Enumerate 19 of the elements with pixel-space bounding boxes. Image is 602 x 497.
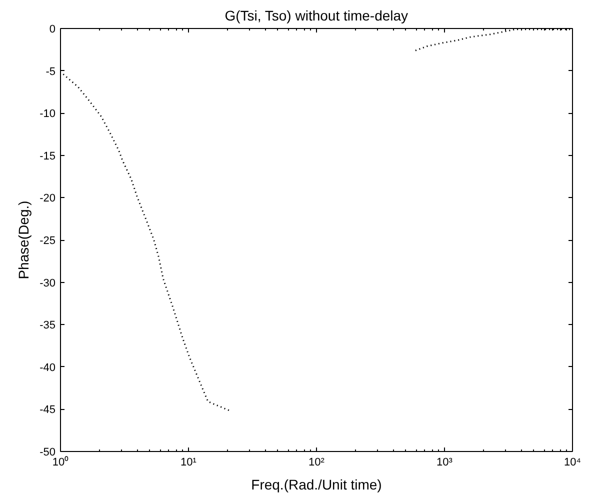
y-tick-label: -10	[40, 108, 56, 120]
x-tick-label: 10¹	[180, 456, 197, 468]
x-axis-title: Freq.(Rad./Unit time)	[251, 476, 382, 492]
x-tick-label: 10²	[308, 456, 325, 468]
y-tick-label: -35	[40, 320, 56, 332]
x-tick-label: 10⁰	[52, 456, 69, 468]
x-tick-label: 10⁴	[564, 456, 582, 468]
chart-title: G(Tsi, Tso) without time-delay	[224, 8, 408, 24]
y-axis-title: Phase(Deg.)	[16, 200, 32, 280]
y-tick-label: -45	[40, 404, 56, 416]
y-tick-label: -25	[40, 235, 56, 247]
y-tick-label: 0	[49, 24, 56, 36]
y-tick-label: -15	[40, 150, 56, 162]
x-tick-label: 10³	[436, 456, 453, 468]
y-tick-label: -40	[40, 362, 56, 374]
y-tick-label: -20	[40, 192, 56, 205]
y-tick-label: -50	[40, 446, 56, 458]
y-tick-label: -30	[40, 277, 56, 290]
y-tick-label: -5	[46, 66, 56, 78]
